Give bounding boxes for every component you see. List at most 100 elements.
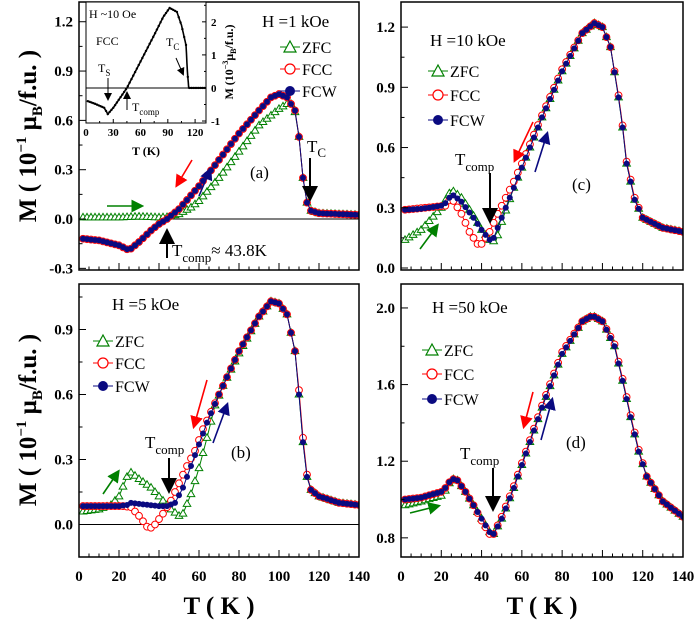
data-point-dot (148, 42, 151, 46)
data-point-filled-circle (539, 404, 545, 411)
data-point-filled-circle (228, 365, 234, 372)
y-tick-label: 0.6 (54, 113, 73, 129)
data-point-dot (179, 21, 182, 24)
x-axis-label-right: T ( K ) (506, 593, 577, 620)
data-point-dot (97, 104, 100, 107)
data-point-filled-circle (212, 162, 218, 169)
chart-a: -0.3 0.0 0.3 0.6 0.9 1.2 ZFC FCC FCW (49, 1, 360, 277)
data-point-filled-circle (184, 473, 190, 480)
data-point-filled-circle (551, 86, 558, 93)
data-point-filled-circle (530, 134, 537, 141)
data-point-filled-circle (252, 112, 258, 119)
data-point-filled-circle (619, 124, 626, 131)
data-point-dot (164, 11, 168, 15)
data-point-filled-circle (256, 313, 262, 320)
series-fcc (401, 19, 683, 248)
field-label: H =10 kOe (430, 31, 506, 50)
data-point-filled-circle (470, 502, 477, 509)
inset-field-label: H ~10 Oe (89, 7, 136, 21)
data-point-filled-circle (498, 515, 505, 522)
data-point-dot (197, 86, 200, 90)
legend-label: ZFC (115, 334, 144, 351)
data-point-open-circle (155, 515, 163, 523)
x-tick-label: 90 (162, 127, 174, 139)
data-point-filled-circle (482, 231, 489, 238)
fcw-direction-arrow (212, 401, 230, 444)
data-point-dot (121, 93, 124, 96)
data-point-filled-circle (611, 343, 618, 350)
data-point-filled-circle (639, 461, 646, 468)
y-tick-label: 0.6 (54, 388, 73, 404)
data-point-filled-circle (494, 224, 501, 231)
data-point-dot (188, 86, 191, 90)
data-point-dot (181, 27, 184, 31)
data-point-triangle (198, 191, 208, 200)
data-point-filled-circle (438, 488, 445, 495)
y-tick-label: 1.6 (376, 378, 395, 394)
data-point-triangle (142, 479, 152, 488)
data-point-filled-circle (522, 450, 529, 457)
data-point-triangle (182, 498, 192, 507)
inset-x-label: T (K) (132, 144, 160, 158)
data-point-filled-circle (248, 116, 254, 123)
panel-label: (d) (566, 433, 586, 452)
data-point-dot (186, 75, 190, 79)
y-tick-label: 0.0 (54, 212, 73, 228)
data-point-open-circle (453, 203, 462, 212)
data-point-filled-circle (555, 77, 562, 84)
legend-label: FCW (444, 392, 480, 409)
data-point-dot (135, 67, 139, 70)
x-tick-label: 20 (434, 569, 449, 585)
data-point-dot (137, 63, 140, 67)
data-point-filled-circle (547, 95, 554, 102)
data-point-filled-circle (236, 348, 242, 355)
data-point-filled-circle (502, 204, 509, 211)
series-group (86, 6, 206, 116)
x-tick-label: 60 (135, 127, 147, 139)
data-point-filled-circle (216, 391, 222, 398)
data-point-triangle (432, 207, 442, 216)
data-point-filled-circle (510, 485, 517, 492)
data-point-filled-circle (655, 492, 662, 499)
data-point-dot (161, 17, 164, 20)
series-fcw (402, 20, 683, 243)
fcc-direction-arrow (175, 159, 193, 188)
data-point-dot (199, 86, 202, 90)
data-point-filled-circle (292, 107, 298, 114)
data-point-filled-circle (216, 156, 222, 163)
data-point-triangle (416, 224, 426, 233)
data-point-filled-circle (164, 216, 170, 223)
fcc-direction-arrow (190, 379, 208, 430)
data-point-filled-circle (446, 479, 453, 486)
data-point-open-circle (489, 218, 498, 227)
zfc-direction-arrow (102, 469, 120, 495)
data-point-filled-circle (188, 192, 194, 199)
y-tick-label: 0.9 (376, 80, 395, 96)
data-point-triangle (130, 470, 140, 479)
data-point-filled-circle (304, 473, 310, 480)
data-point-filled-circle (292, 348, 298, 355)
chart-b: 0 20 40 60 80 100 120 140 0.0 0.3 0.6 0.9 ZFC FCC FCW (54, 283, 370, 585)
legend-label: FCC (444, 367, 474, 384)
tc-label: TC (307, 137, 326, 160)
tcomp-label: Tcomp≈ 43.8K (172, 241, 268, 265)
data-point-dot (139, 60, 142, 63)
y-axis-label-top: M ( 10−1 μB/f.u. ) (14, 50, 46, 222)
chart-c: 0.0 0.3 0.6 0.9 1.2 ZFC FCC FCW (376, 1, 684, 277)
data-point-filled-circle (514, 174, 521, 181)
legend-item-zfc: ZFC (93, 333, 144, 351)
data-point-filled-circle (466, 495, 473, 502)
y-tick-label: 0.3 (376, 201, 395, 217)
data-point-triangle (138, 476, 148, 485)
tcomp-label: Tcomp (455, 150, 494, 174)
x-tick-label: 40 (152, 569, 167, 585)
data-point-dot (101, 105, 104, 109)
panel-label: (b) (231, 443, 251, 462)
data-point-dot (108, 110, 111, 114)
data-point-filled-circle (478, 226, 485, 233)
data-point-filled-circle (232, 135, 238, 142)
data-point-filled-circle (180, 484, 186, 491)
data-point-filled-circle (256, 107, 262, 114)
legend-label: ZFC (444, 343, 473, 360)
data-point-triangle (170, 507, 180, 516)
